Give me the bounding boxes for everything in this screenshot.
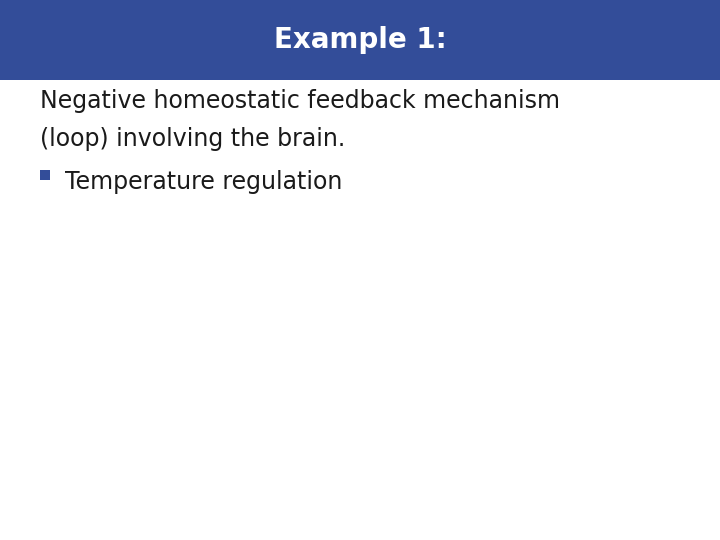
Text: (loop) involving the brain.: (loop) involving the brain. <box>40 127 345 151</box>
Text: Negative homeostatic feedback mechanism: Negative homeostatic feedback mechanism <box>40 89 559 113</box>
Text: Temperature regulation: Temperature regulation <box>65 170 342 194</box>
Bar <box>40 170 50 180</box>
Text: Example 1:: Example 1: <box>274 26 446 54</box>
Bar <box>0 0 720 80</box>
